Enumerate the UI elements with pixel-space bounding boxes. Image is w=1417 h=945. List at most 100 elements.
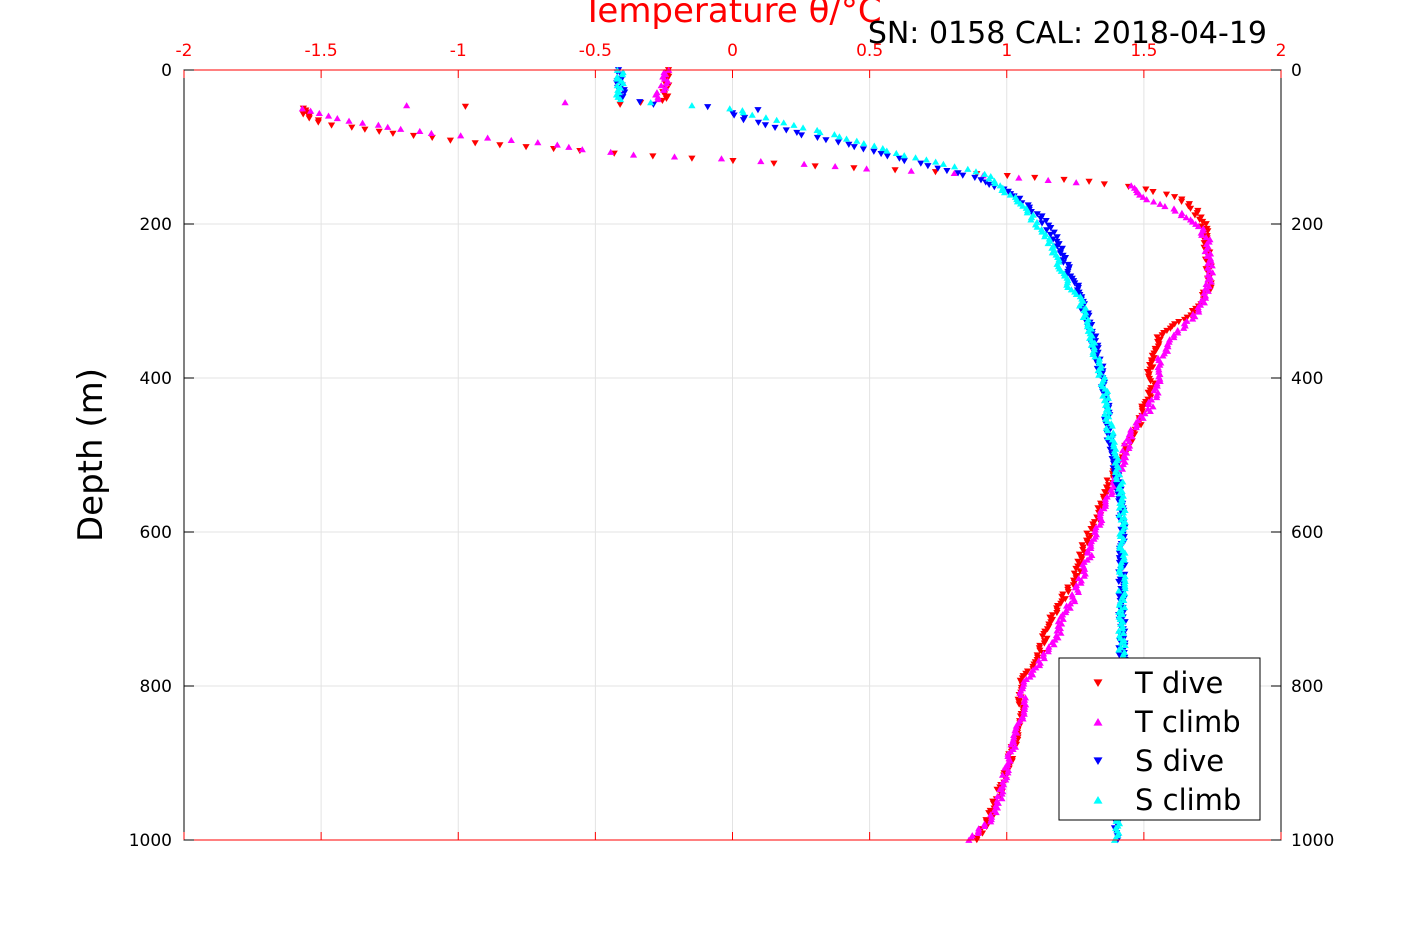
data-point <box>1079 313 1087 321</box>
data-point <box>1170 194 1179 201</box>
data-point <box>561 99 569 106</box>
x-tick-label: -0.5 <box>579 41 612 61</box>
data-point <box>790 121 798 128</box>
data-point <box>662 79 671 87</box>
data-point <box>1200 299 1208 306</box>
data-point <box>1031 174 1039 182</box>
data-point <box>977 177 985 184</box>
legend-label: S dive <box>1135 744 1224 778</box>
x-tick-label: 1 <box>1001 41 1012 61</box>
data-point <box>1119 625 1127 632</box>
data-point <box>1064 589 1072 596</box>
data-point <box>1071 598 1079 605</box>
data-point <box>1115 504 1123 511</box>
data-point <box>1077 577 1085 584</box>
data-point <box>1103 417 1112 424</box>
data-point <box>315 109 323 116</box>
y-axis-label: Depth (m) <box>71 368 111 542</box>
data-point <box>616 96 625 103</box>
data-point <box>922 156 931 163</box>
legend-box <box>1058 657 1261 821</box>
data-point <box>754 119 763 126</box>
data-point <box>1066 600 1074 607</box>
data-point <box>1204 287 1212 294</box>
data-point <box>1153 334 1161 341</box>
data-point <box>578 146 586 153</box>
data-point <box>971 174 979 182</box>
data-point <box>1048 249 1056 256</box>
data-point <box>1092 333 1100 340</box>
data-point <box>427 129 435 137</box>
data-point <box>980 822 989 830</box>
data-point <box>613 75 621 82</box>
data-point <box>911 154 920 161</box>
data-point <box>348 124 356 131</box>
data-point <box>883 153 891 160</box>
data-point <box>1074 588 1083 595</box>
data-point <box>471 140 479 147</box>
data-point <box>1080 572 1088 579</box>
data-point <box>1004 769 1012 776</box>
data-point <box>1180 324 1188 331</box>
data-point <box>1061 596 1069 603</box>
data-point <box>649 153 657 160</box>
data-point <box>1116 490 1124 497</box>
data-point <box>484 134 492 141</box>
data-point <box>1119 461 1127 468</box>
data-point <box>1209 269 1217 276</box>
data-point <box>862 165 871 172</box>
data-point <box>327 122 336 129</box>
data-point <box>1076 568 1084 575</box>
data-point <box>1023 209 1031 216</box>
data-point <box>307 107 315 114</box>
data-point <box>1141 410 1149 417</box>
data-point <box>917 160 925 167</box>
data-point <box>619 79 627 87</box>
data-point <box>660 75 669 82</box>
data-point <box>1156 200 1164 207</box>
data-point <box>1128 433 1136 440</box>
data-point <box>1075 302 1084 309</box>
data-point <box>1198 223 1206 230</box>
data-point <box>1201 248 1209 255</box>
data-point <box>987 818 995 825</box>
x-tick-label: 1.5 <box>1130 41 1157 61</box>
data-point <box>618 75 626 83</box>
data-point <box>1083 323 1091 330</box>
data-point <box>314 119 322 126</box>
data-point <box>1102 491 1111 498</box>
data-point <box>1163 327 1171 334</box>
data-point <box>1040 640 1048 647</box>
data-point <box>1091 353 1099 360</box>
data-point <box>1104 394 1112 401</box>
data-point <box>717 155 726 162</box>
data-point <box>1019 682 1027 689</box>
data-point <box>998 795 1006 802</box>
data-point <box>1019 202 1027 209</box>
data-point <box>780 119 788 126</box>
data-point <box>1102 390 1110 397</box>
data-point <box>998 771 1007 778</box>
data-point <box>1104 434 1112 441</box>
data-point <box>1115 646 1123 653</box>
data-point <box>1047 224 1055 232</box>
data-point <box>959 172 967 179</box>
data-point <box>1085 178 1093 185</box>
data-point <box>1163 347 1172 354</box>
data-point <box>998 790 1006 797</box>
data-point <box>1026 673 1034 680</box>
data-point <box>782 127 790 134</box>
data-point <box>748 111 756 118</box>
data-point <box>1153 394 1161 401</box>
data-point <box>954 170 962 177</box>
chart-subtitle: SN: 0158 CAL: 2018-04-19 <box>868 16 1267 51</box>
y-tick-label-left: 200 <box>140 215 172 235</box>
data-point <box>1064 283 1072 291</box>
data-point <box>1037 215 1045 222</box>
data-point <box>1120 440 1128 447</box>
data-point <box>1136 191 1144 198</box>
data-point <box>1043 227 1051 234</box>
data-point <box>1115 485 1123 492</box>
x-tick-label: -2 <box>176 41 193 61</box>
data-point <box>835 133 844 140</box>
